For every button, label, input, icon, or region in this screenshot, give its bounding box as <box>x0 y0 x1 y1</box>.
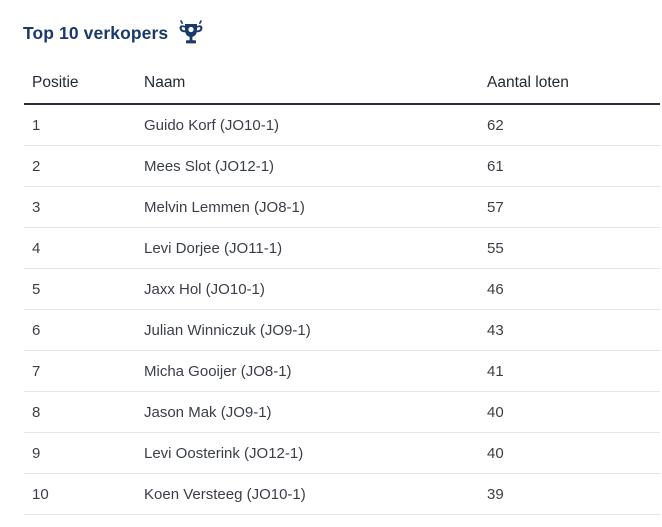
cell-name: Jaxx Hol (JO10-1) <box>136 268 479 310</box>
table-row: 9 Levi Oosterink (JO12-1) 40 <box>24 432 660 474</box>
cell-position: 4 <box>24 227 136 269</box>
cell-tickets: 40 <box>479 391 660 433</box>
cell-name: Julian Winniczuk (JO9-1) <box>136 309 479 351</box>
cell-name: Jason Mak (JO9-1) <box>136 391 479 433</box>
cell-tickets: 40 <box>479 432 660 474</box>
table-row: 7 Micha Gooijer (JO8-1) 41 <box>24 350 660 392</box>
cell-position: 7 <box>24 350 136 392</box>
cell-position: 8 <box>24 391 136 433</box>
cell-name: Levi Dorjee (JO11-1) <box>136 227 479 269</box>
table-header-row: Positie Naam Aantal loten <box>24 63 660 105</box>
cell-name: Guido Korf (JO10-1) <box>136 104 479 146</box>
cell-tickets: 62 <box>479 104 660 146</box>
cell-position: 1 <box>24 104 136 146</box>
cell-position: 6 <box>24 309 136 351</box>
cell-tickets: 46 <box>479 268 660 310</box>
table-row: 6 Julian Winniczuk (JO9-1) 43 <box>24 309 660 351</box>
column-header-name: Naam <box>136 63 479 105</box>
cell-tickets: 57 <box>479 186 660 228</box>
cell-name: Melvin Lemmen (JO8-1) <box>136 186 479 228</box>
cell-name: Levi Oosterink (JO12-1) <box>136 432 479 474</box>
cell-position: 2 <box>24 145 136 187</box>
table-row: 1 Guido Korf (JO10-1) 62 <box>24 104 660 146</box>
table-row: 2 Mees Slot (JO12-1) 61 <box>24 145 660 187</box>
table-row: 4 Levi Dorjee (JO11-1) 55 <box>24 227 660 269</box>
table-row: 3 Melvin Lemmen (JO8-1) 57 <box>24 186 660 228</box>
cell-name: Micha Gooijer (JO8-1) <box>136 350 479 392</box>
cell-tickets: 39 <box>479 473 660 515</box>
top-sellers-table: Positie Naam Aantal loten 1 Guido Korf (… <box>24 63 660 515</box>
cell-tickets: 41 <box>479 350 660 392</box>
cell-name: Mees Slot (JO12-1) <box>136 145 479 187</box>
table-row: 8 Jason Mak (JO9-1) 40 <box>24 391 660 433</box>
column-header-tickets: Aantal loten <box>479 63 660 105</box>
table-row: 10 Koen Versteeg (JO10-1) 39 <box>24 473 660 515</box>
section-title: Top 10 verkopers <box>23 22 169 43</box>
table-row: 5 Jaxx Hol (JO10-1) 46 <box>24 268 660 310</box>
column-header-position: Positie <box>24 63 136 105</box>
cell-position: 3 <box>24 186 136 228</box>
cell-tickets: 43 <box>479 309 660 351</box>
cell-tickets: 61 <box>479 145 660 187</box>
cell-tickets: 55 <box>479 227 660 269</box>
cell-position: 10 <box>24 473 136 515</box>
trophy-icon <box>176 19 206 47</box>
cell-name: Koen Versteeg (JO10-1) <box>136 473 479 515</box>
section-heading: Top 10 verkopers <box>23 18 206 48</box>
cell-position: 9 <box>24 432 136 474</box>
cell-position: 5 <box>24 268 136 310</box>
